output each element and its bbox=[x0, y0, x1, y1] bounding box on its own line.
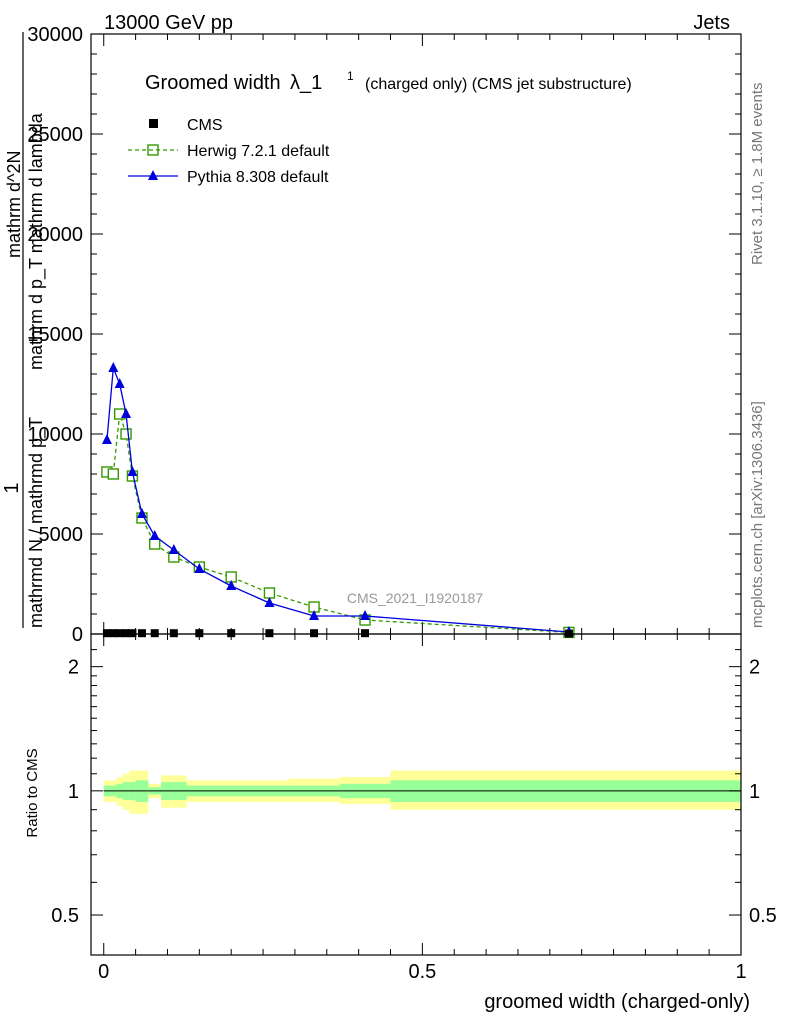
herwig-point bbox=[263, 587, 276, 599]
legend-herwig-marker bbox=[147, 144, 159, 156]
legend-pythia-marker bbox=[148, 170, 158, 180]
pythia-point bbox=[149, 530, 160, 540]
cms-point bbox=[169, 629, 178, 638]
pythia-point bbox=[309, 610, 320, 620]
rivet-version-label: Rivet 3.1.10, ≥ 1.8M events bbox=[749, 83, 766, 266]
legend-item-pythia: Pythia 8.308 default bbox=[128, 169, 329, 186]
main-y-tick-label: 20000 bbox=[27, 224, 83, 246]
pythia-point bbox=[127, 466, 138, 476]
pythia-point bbox=[114, 378, 125, 388]
cms-point bbox=[227, 629, 236, 638]
main-panel: 0 5000 10000 15000 20000 25000 30000 CMS_2021_… bbox=[1, 24, 742, 646]
cms-point bbox=[122, 629, 131, 638]
main-y-tick-labels: 0 5000 10000 15000 20000 25000 30000 bbox=[27, 24, 83, 646]
x-tick-label: 0.5 bbox=[408, 961, 436, 983]
ratio-frame bbox=[90, 633, 742, 956]
main-y-tick-label: 15000 bbox=[27, 324, 83, 346]
y-label-denominator: mathrmd N / mathrmd p_T bbox=[26, 417, 47, 628]
plot-title-symbol: λ_1 bbox=[290, 72, 322, 94]
cms-point bbox=[265, 629, 274, 638]
cms-point bbox=[102, 629, 111, 638]
x-tick-label: 1 bbox=[735, 961, 746, 983]
pythia-point bbox=[168, 544, 179, 554]
y-label-fraction-bottom: mathrm d p_T mathrm d lambda bbox=[26, 112, 47, 370]
mcplots-reference-label: mcplots.cern.ch [arXiv:1306.3436] bbox=[749, 401, 766, 628]
y-label-numerator: 1 bbox=[1, 482, 23, 493]
ratio-y-tick-label-right: 2 bbox=[749, 657, 760, 679]
legend-item-herwig: Herwig 7.2.1 default bbox=[128, 143, 330, 160]
y-label-fraction-top: mathrm d^2N bbox=[4, 151, 24, 258]
pythia-point bbox=[101, 434, 112, 444]
ratio-panel: 0.5 0.51 12 2 0 0.5 1 Ratio to CMS groomed wi… bbox=[24, 633, 777, 1013]
main-y-tick-label: 0 bbox=[72, 624, 83, 646]
analysis-watermark: CMS_2021_I1920187 bbox=[347, 590, 483, 606]
main-series-layer bbox=[101, 362, 575, 639]
plot-title: Groomed width λ_1 1 (charged only) (CMS … bbox=[145, 69, 632, 94]
legend-herwig-label: Herwig 7.2.1 default bbox=[187, 143, 330, 160]
main-y-axis-label: 1 mathrmd N / mathrmd p_T mathrm d^2N ma… bbox=[1, 32, 47, 628]
ratio-uncertainty-bands bbox=[103, 770, 741, 814]
cms-point bbox=[137, 629, 146, 638]
x-tick-label: 0 bbox=[98, 961, 109, 983]
legend-cms-label: CMS bbox=[187, 117, 223, 134]
header-energy-label: 13000 GeV pp bbox=[104, 12, 233, 34]
ratio-y-tick-label-left: 1 bbox=[68, 781, 79, 803]
ratio-y-tick-label-right: 0.5 bbox=[749, 905, 777, 927]
cms-point bbox=[109, 629, 118, 638]
pythia-point bbox=[194, 563, 205, 573]
ratio-y-axis-label: Ratio to CMS bbox=[24, 748, 41, 837]
cms-point bbox=[115, 629, 124, 638]
ratio-y-tick-label-left: 2 bbox=[68, 657, 79, 679]
pythia-point bbox=[136, 508, 147, 518]
main-y-tick-label: 25000 bbox=[27, 124, 83, 146]
legend: CMS Herwig 7.2.1 default Pythia 8.308 de… bbox=[128, 117, 330, 186]
legend-cms-marker bbox=[149, 119, 158, 128]
pythia-point bbox=[360, 610, 371, 620]
plot-title-rest: (charged only) (CMS jet substructure) bbox=[365, 76, 632, 93]
x-axis-label: groomed width (charged-only) bbox=[484, 991, 750, 1013]
plot-title-superscript: 1 bbox=[347, 69, 354, 83]
pythia-point bbox=[226, 580, 237, 590]
header-process-label: Jets bbox=[693, 12, 730, 34]
legend-pythia-label: Pythia 8.308 default bbox=[187, 169, 329, 186]
main-y-tick-label: 10000 bbox=[27, 424, 83, 446]
main-y-tick-label: 30000 bbox=[27, 24, 83, 46]
plot-title-main: Groomed width bbox=[145, 72, 281, 94]
herwig-point bbox=[107, 468, 120, 480]
ratio-y-tick-label-right: 1 bbox=[749, 781, 760, 803]
pythia-point bbox=[121, 408, 132, 418]
cms-point bbox=[361, 629, 370, 638]
pythia-point bbox=[264, 597, 275, 607]
herwig-point bbox=[149, 538, 161, 550]
cms-point bbox=[150, 629, 159, 638]
herwig-point bbox=[120, 428, 132, 440]
ratio-axis-ticks bbox=[91, 634, 742, 955]
pythia-point bbox=[108, 362, 119, 372]
cms-point bbox=[128, 629, 137, 638]
herwig-line bbox=[106, 413, 569, 634]
cms-point bbox=[310, 629, 319, 638]
ratio-y-tick-labels: 0.5 0.5 1 1 2 2 bbox=[51, 657, 777, 927]
ratio-y-tick-label-left: 0.5 bbox=[51, 905, 79, 927]
pythia-line bbox=[106, 367, 569, 633]
x-tick-labels: 0 0.5 1 bbox=[98, 961, 746, 983]
legend-item-cms: CMS bbox=[149, 117, 223, 134]
main-y-tick-label: 5000 bbox=[39, 524, 84, 546]
cms-point bbox=[195, 629, 204, 638]
